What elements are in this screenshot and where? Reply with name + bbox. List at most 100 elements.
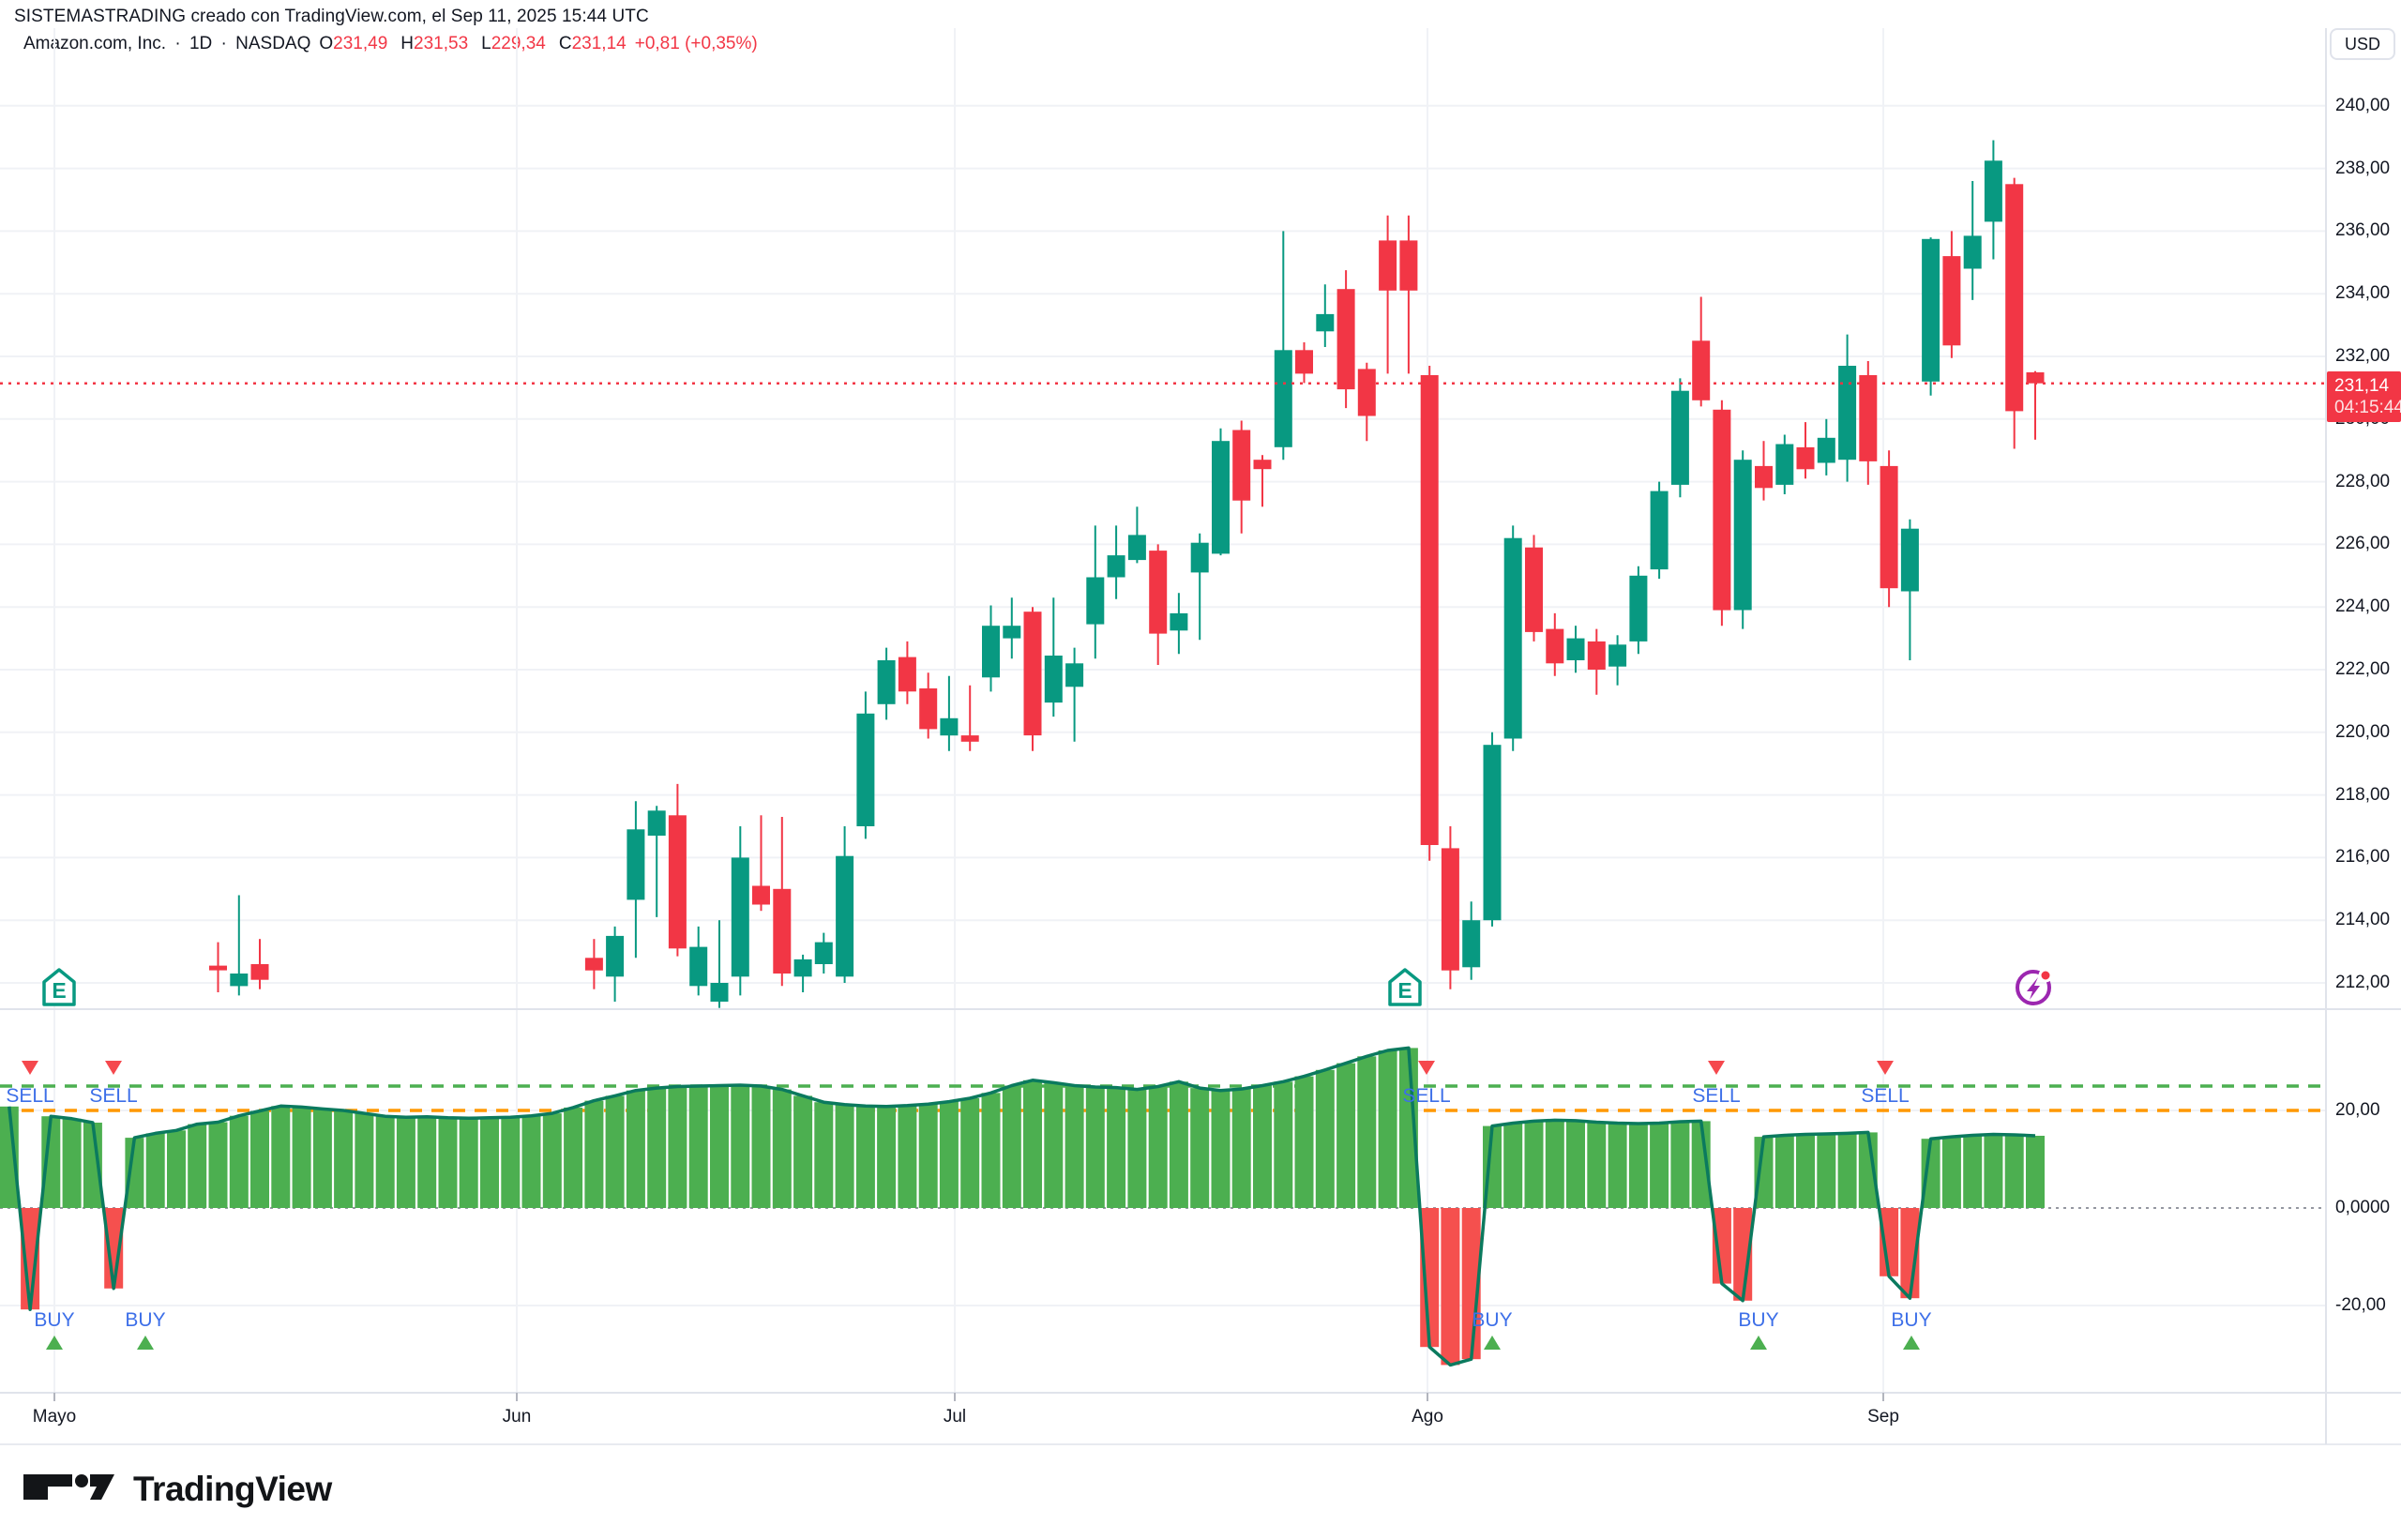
histogram-bar — [125, 1138, 144, 1208]
candle-body — [731, 857, 749, 977]
candle-body — [1023, 611, 1042, 736]
histogram-bar — [292, 1107, 311, 1208]
histogram-bar — [814, 1102, 834, 1208]
histogram-bar — [396, 1117, 415, 1208]
candle-body — [1942, 256, 1961, 346]
candle-body — [584, 958, 603, 971]
ohlc-item: O231,49 — [319, 34, 388, 53]
indicator-tick-label: -20,00 — [2335, 1295, 2386, 1315]
price-tick-label: 226,00 — [2335, 534, 2391, 554]
candle-body — [1608, 644, 1627, 667]
symbol-info-bar[interactable]: Amazon.com, Inc. · 1D · NASDAQ O231,49 H2… — [23, 34, 758, 54]
candle-body — [1336, 289, 1355, 390]
candle-body — [856, 713, 875, 826]
sell-triangle-icon — [22, 1061, 38, 1075]
histogram-bar — [793, 1095, 813, 1208]
candle-body — [1420, 375, 1439, 845]
month-label-ago[interactable]: Ago — [1412, 1407, 1443, 1427]
indicator-tick-label: 0,0000 — [2335, 1198, 2391, 1217]
histogram-bar — [1107, 1087, 1126, 1208]
sell-triangle-icon — [1877, 1061, 1894, 1075]
histogram-bar — [1398, 1048, 1418, 1208]
histogram-bar — [1441, 1208, 1460, 1366]
candle-body — [814, 942, 833, 964]
candle-body — [209, 965, 227, 971]
earnings-icon — [42, 968, 76, 1006]
candle-body — [1149, 551, 1168, 634]
histogram-bar — [1691, 1121, 1711, 1208]
candle-body — [1963, 235, 1982, 269]
buy-triangle-icon — [1484, 1336, 1501, 1350]
histogram-bar — [438, 1117, 458, 1208]
candle-body — [752, 885, 770, 905]
ohlc-item: L229,34 — [481, 34, 546, 53]
sell-triangle-icon — [105, 1061, 122, 1075]
sell-triangle-icon — [1708, 1061, 1725, 1075]
histogram-bar — [1336, 1063, 1356, 1208]
earnings-icon-letter: E — [52, 978, 66, 1003]
candle-body — [1441, 848, 1459, 971]
histogram-bar — [83, 1123, 102, 1208]
month-label-jul[interactable]: Jul — [943, 1407, 967, 1427]
histogram-bar — [1796, 1134, 1815, 1208]
histogram-bar — [271, 1106, 291, 1208]
flash-icon-bolt — [2027, 977, 2040, 1000]
histogram-bar — [459, 1118, 478, 1208]
candle-body — [1274, 350, 1292, 447]
histogram-bar — [564, 1107, 583, 1208]
candle-body — [1859, 375, 1878, 461]
candle-body — [1065, 663, 1084, 687]
histogram-bar — [1378, 1050, 1397, 1208]
candle-body — [1107, 555, 1125, 578]
month-label-jun[interactable]: Jun — [502, 1407, 532, 1427]
histogram-bar — [1420, 1208, 1440, 1348]
month-label-sep[interactable]: Sep — [1867, 1407, 1899, 1427]
histogram-bar — [688, 1086, 708, 1208]
candle-body — [1190, 542, 1209, 573]
earnings-icon — [1388, 968, 1422, 1006]
histogram-bar — [21, 1208, 40, 1310]
symbol-exchange: NASDAQ — [235, 34, 311, 53]
histogram-bar — [229, 1115, 249, 1208]
sell-label: SELL — [1861, 1085, 1909, 1107]
histogram-bar — [521, 1115, 541, 1208]
histogram-bar — [1148, 1086, 1168, 1208]
candle-body — [1253, 460, 1272, 470]
month-label-mayo[interactable]: Mayo — [32, 1407, 77, 1427]
histogram-bar — [626, 1090, 645, 1208]
candle-body — [1922, 238, 1940, 382]
currency-toggle-button[interactable]: USD — [2330, 28, 2395, 60]
symbol-description[interactable]: Amazon.com, Inc. · 1D · NASDAQ — [23, 34, 311, 53]
histogram-bar — [1357, 1056, 1377, 1208]
histogram-bar — [605, 1095, 625, 1208]
histogram-bar — [731, 1085, 750, 1208]
buy-label: BUY — [1472, 1309, 1512, 1331]
indicator-tick-label: 20,00 — [2335, 1100, 2380, 1120]
candle-body — [689, 946, 708, 987]
candle-body — [1503, 537, 1522, 739]
candle-body — [982, 626, 1000, 678]
histogram-bar — [1963, 1135, 1983, 1208]
histogram-bar — [1023, 1080, 1042, 1208]
candle-body — [773, 888, 792, 974]
buy-triangle-icon — [1903, 1336, 1920, 1350]
histogram-bar — [1880, 1208, 1899, 1276]
earnings-icon-letter: E — [1397, 978, 1412, 1003]
candle-body — [1295, 350, 1313, 374]
candle-body — [1692, 340, 1711, 400]
candle-body — [2005, 184, 2024, 412]
buy-label: BUY — [34, 1309, 74, 1331]
histogram-bar — [2004, 1135, 2024, 1208]
histogram-bar — [1231, 1089, 1251, 1208]
buy-label: BUY — [1738, 1309, 1778, 1331]
histogram-bar — [1858, 1132, 1878, 1208]
histogram-bar — [334, 1110, 354, 1208]
flash-icon-dot — [2038, 968, 2053, 983]
price-axis[interactable]: 240,00238,00236,00234,00232,00230,00228,… — [2326, 0, 2401, 1540]
symbol-interval: 1D — [189, 34, 213, 53]
candle-body — [877, 660, 896, 704]
tradingview-logo[interactable]: TradingView — [23, 1469, 332, 1510]
histogram-bar — [417, 1116, 437, 1208]
candle-body — [1629, 575, 1648, 642]
